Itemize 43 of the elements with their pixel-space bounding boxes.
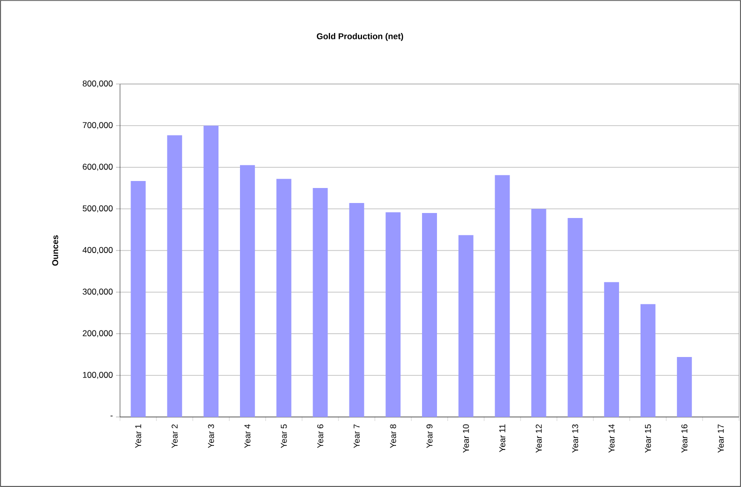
bar [494,175,510,417]
x-tick-label: Year 3 [208,424,214,448]
x-tick-label: Year 12 [536,424,542,453]
x-tick-label: Year 8 [390,424,396,448]
x-tick-label: Year 15 [645,424,651,453]
bar [349,203,364,417]
bar [422,213,437,417]
y-tick-label: 200,000 [82,330,113,338]
x-tick-label: Year 16 [681,424,688,453]
x-tick-label: Year 2 [172,424,178,448]
chart-title: Gold Production (net) [316,33,404,41]
x-tick-label: Year 6 [317,424,324,448]
y-tick-label: 100,000 [83,372,113,379]
bar [204,126,219,417]
x-tick-label: Year 13 [572,424,578,453]
bar [640,304,656,417]
x-tick-label: Year 4 [244,424,250,448]
bar [604,282,620,417]
bar [531,208,546,417]
x-tick-label: Year 11 [499,424,506,452]
bar [458,235,474,417]
x-tick-label: Year 7 [354,424,360,448]
x-tick-label: Year 9 [426,424,432,448]
y-axis-title: Ounces [52,235,58,266]
x-tick-label: Year 17 [718,424,724,453]
bar [676,357,692,417]
x-tick-label: Year 1 [135,424,142,448]
bar [276,178,292,417]
x-tick-label: Year 5 [280,424,287,448]
x-tick-label: Year 10 [462,424,469,453]
y-tick-label: 400,000 [82,247,113,254]
bar [240,165,255,417]
x-tick-label: Year 14 [608,424,615,453]
y-tick-label: 700,000 [82,122,113,130]
y-tick-label: 600,000 [82,164,113,171]
bar [386,212,401,417]
bar [568,218,583,417]
y-tick-label: 500,000 [82,205,113,212]
bar [312,188,328,417]
bar [130,180,146,417]
y-tick-label: 800,000 [82,80,113,88]
y-tick-label: 300,000 [82,288,113,296]
bar [167,135,182,417]
